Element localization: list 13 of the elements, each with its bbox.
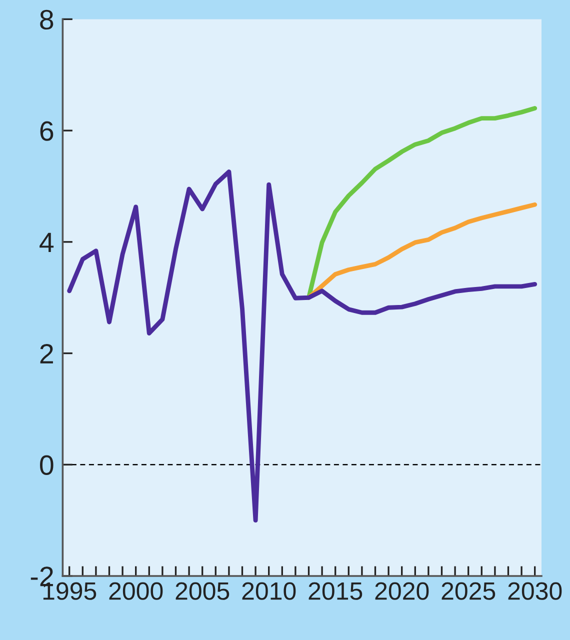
x-tick-label: 2005 [176, 582, 230, 600]
y-tick-label: 0 [40, 455, 54, 475]
y-tick-label: 4 [40, 232, 54, 252]
x-tick-label: 2030 [508, 582, 562, 600]
x-tick-label: 2015 [308, 582, 362, 600]
y-tick-label: 8 [40, 10, 54, 30]
line-series [67, 170, 538, 523]
x-tick-label: 2025 [442, 582, 496, 600]
y-tick-label: 2 [40, 344, 53, 364]
x-tick-label: 2020 [375, 582, 429, 600]
x-tick-label: 2000 [109, 582, 163, 600]
x-tick-label: 2010 [242, 582, 296, 600]
y-tick-label: 6 [40, 121, 54, 141]
